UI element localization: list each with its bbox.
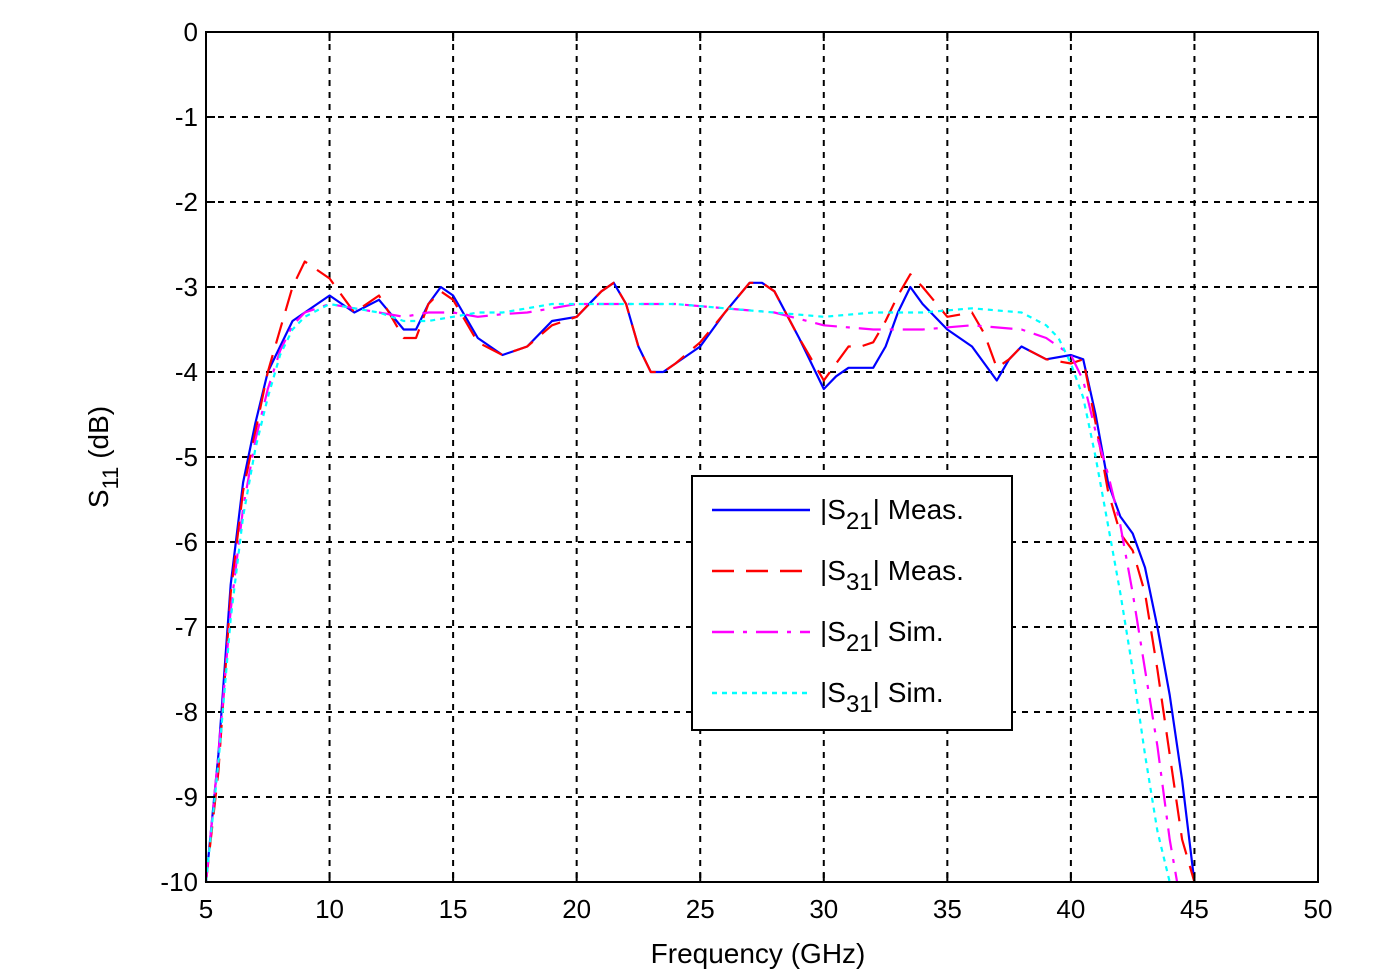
legend: |S21| Meas.|S31| Meas.|S21| Sim.|S31| Si… [691,475,1013,731]
y-tick-label: -5 [175,442,198,472]
legend-label-suffix: | Meas. [873,555,964,586]
x-tick-label: 45 [1180,894,1209,924]
y-axis-label-main: S [83,489,114,508]
series-line-4 [204,302,1171,883]
y-tick-label: -7 [175,612,198,642]
legend-label-3: |S21| Sim. [820,616,944,657]
y-tick-label: -9 [175,782,198,812]
legend-label-2: |S31| Meas. [820,555,964,596]
y-tick-label: -6 [175,527,198,557]
x-axis-label: Frequency (GHz) [651,938,866,969]
x-tick-label: 30 [809,894,838,924]
y-tick-label: -8 [175,697,198,727]
x-tick-label: 15 [439,894,468,924]
y-tick-label: 0 [184,17,198,47]
x-tick-label: 20 [562,894,591,924]
y-axis-label-sub: 11 [98,467,123,490]
x-tick-label: 35 [933,894,962,924]
legend-label-suffix: | Meas. [873,494,964,525]
tick-labels: 5 10 15 20 25 30 35 40 45 50 0 -1 -2 -3 -4 -5 -6 -7 -8 -9 -1… [160,17,1332,924]
y-tick-label: -3 [175,272,198,302]
legend-box [691,475,1013,731]
legend-label-prefix: |S [820,677,846,708]
legend-label-suffix: | Sim. [873,616,944,647]
x-tick-label: 50 [1304,894,1333,924]
legend-label-sub: 31 [846,569,873,596]
x-tick-label: 25 [686,894,715,924]
legend-label-suffix: | Sim. [873,677,944,708]
x-tick-label: 5 [199,894,213,924]
y-tick-label: -10 [160,867,198,897]
legend-label-sub: 21 [846,630,873,657]
y-tick-label: -1 [175,102,198,132]
legend-label-prefix: |S [820,616,846,647]
legend-label-1: |S21| Meas. [820,494,964,535]
legend-label-sub: 31 [846,691,873,718]
y-axis-label: S11 (dB) [83,406,123,508]
legend-label-sub: 21 [846,508,873,535]
y-tick-label: -4 [175,357,198,387]
x-tick-label: 10 [315,894,344,924]
legend-label-4: |S31| Sim. [820,677,944,718]
y-axis-label-unit: (dB) [83,406,114,467]
legend-label-prefix: |S [820,555,846,586]
y-tick-label: -2 [175,187,198,217]
series-lines [204,260,1196,883]
series-line-1 [204,281,1196,883]
legend-label-prefix: |S [820,494,846,525]
x-tick-label: 40 [1056,894,1085,924]
